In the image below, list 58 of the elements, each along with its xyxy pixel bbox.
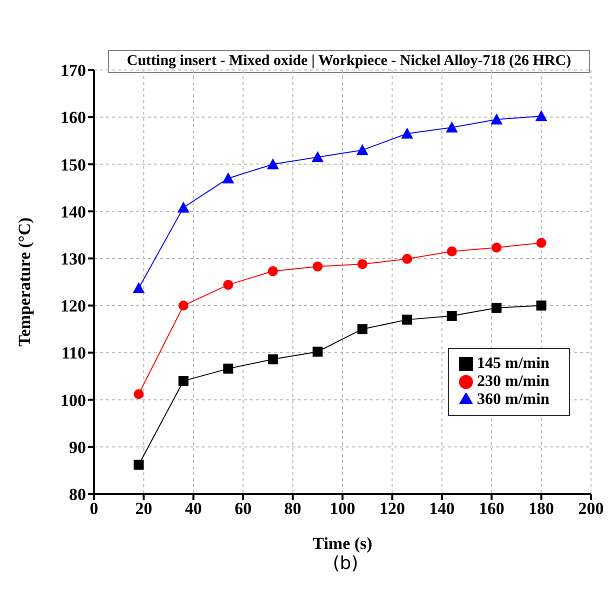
x-tick-label: 60 [234, 499, 252, 518]
x-tick-label: 120 [379, 499, 405, 518]
point [178, 376, 188, 386]
point [268, 266, 278, 276]
legend-label: 145 m/min [477, 355, 550, 372]
y-axis-title: Temperature (°C) [15, 217, 34, 347]
x-tick-label: 20 [135, 499, 152, 518]
x-tick-label: 80 [284, 499, 302, 518]
point [402, 254, 412, 264]
y-tick-label: 90 [69, 438, 86, 457]
y-tick-label: 170 [60, 61, 86, 80]
x-tick-label: 200 [578, 499, 604, 518]
point [535, 110, 548, 122]
x-tick-label: 40 [184, 499, 202, 518]
point [312, 261, 323, 272]
legend-label: 230 m/min [477, 373, 550, 390]
point [268, 354, 278, 364]
point [490, 113, 503, 124]
x-tick-label: 100 [330, 499, 356, 518]
point [266, 158, 279, 170]
point [312, 151, 324, 162]
point [178, 300, 188, 311]
y-tick-label: 80 [69, 485, 86, 504]
point [446, 246, 457, 256]
point [492, 242, 502, 253]
point [357, 259, 368, 270]
point [356, 144, 368, 156]
chart-title: Cutting insert - Mixed oxide | Workpiece - Nickel Alloy-718 (26 HRC) [108, 50, 590, 73]
point [446, 310, 457, 321]
x-tick-label: 180 [528, 499, 554, 518]
point [536, 238, 546, 248]
point [492, 302, 502, 313]
point [402, 314, 412, 325]
y-tick-label: 130 [60, 249, 86, 268]
x-tick-label: 0 [90, 499, 98, 518]
y-tick-label: 150 [60, 155, 86, 174]
point [357, 324, 368, 334]
legend-label: 360 m/min [477, 391, 550, 408]
y-tick-label: 110 [61, 344, 86, 363]
y-tick-label: 140 [60, 202, 86, 222]
text: (b) [332, 553, 360, 575]
point [446, 121, 458, 132]
point [134, 460, 144, 470]
y-tick-label: 160 [60, 108, 86, 128]
x-tick-label: 160 [478, 499, 504, 518]
x-tick-label: 140 [429, 499, 455, 518]
point [223, 280, 234, 290]
x-axis-title: Time (s) [312, 534, 372, 553]
point [134, 389, 144, 400]
point [401, 128, 414, 139]
point [223, 364, 234, 374]
y-tick-label: 120 [60, 296, 86, 316]
point [132, 282, 145, 294]
point [312, 346, 323, 357]
y-tick-label: 100 [60, 390, 86, 410]
point [222, 172, 234, 184]
point [177, 202, 190, 213]
point [536, 300, 546, 311]
